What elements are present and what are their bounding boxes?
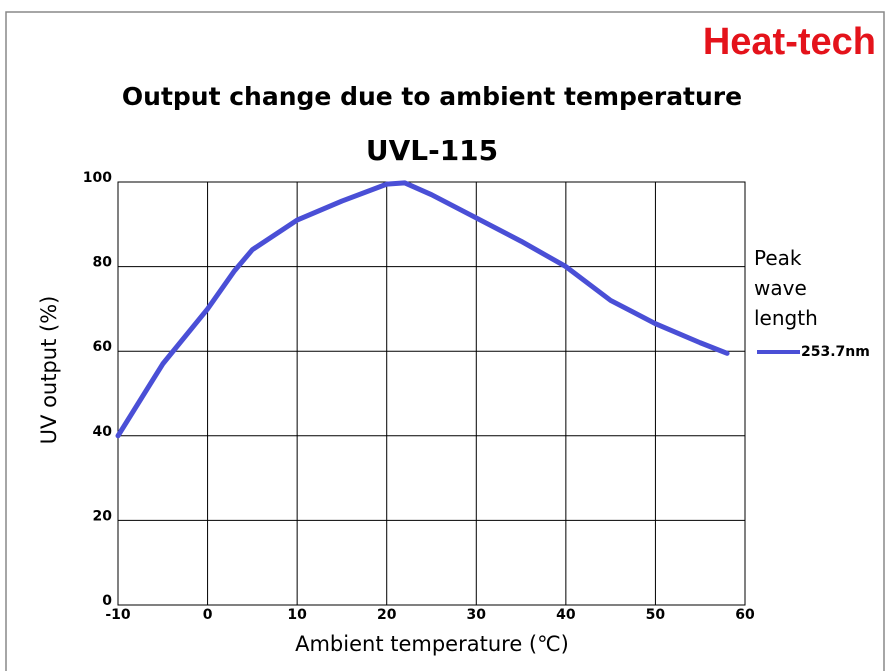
x-axis-label: Ambient temperature (℃) xyxy=(295,632,569,656)
chart-subtitle: UVL-115 xyxy=(366,134,498,167)
y-tick-label: 40 xyxy=(93,424,113,440)
chart-title: Output change due to ambient temperature xyxy=(122,82,742,111)
x-tick-label: 40 xyxy=(556,607,576,623)
x-tick-label: 50 xyxy=(646,607,666,623)
data-line xyxy=(115,180,730,439)
brand: Heat-tech xyxy=(703,21,876,63)
frame xyxy=(5,11,885,671)
y-tick-label: 60 xyxy=(93,339,113,355)
legend-label: 253.7nm xyxy=(801,344,870,360)
x-tick-label: 30 xyxy=(467,607,487,623)
y-tick-label: 80 xyxy=(93,255,113,271)
y-axis-label: UV output (%) xyxy=(37,296,61,445)
y-tick-label: 0 xyxy=(102,593,112,609)
x-tick-label: -10 xyxy=(105,607,131,623)
x-tick-label: 60 xyxy=(735,607,755,623)
y-tick-label: 20 xyxy=(93,508,113,524)
legend-title: Peak wave length xyxy=(754,246,818,330)
x-tick-label: 0 xyxy=(203,607,213,623)
x-tick-label: 20 xyxy=(377,607,397,623)
plot-area xyxy=(117,181,746,606)
y-tick-label: 100 xyxy=(83,170,112,186)
x-tick-label: 10 xyxy=(287,607,307,623)
